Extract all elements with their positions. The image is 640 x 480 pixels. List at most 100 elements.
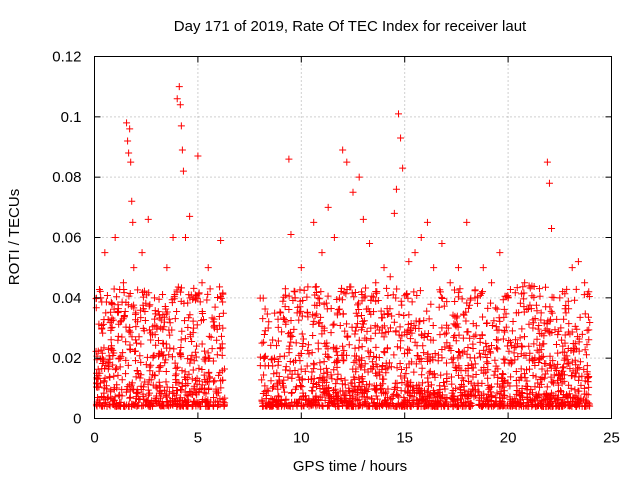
data-point [370, 382, 378, 390]
data-point [478, 331, 486, 339]
data-point [330, 320, 338, 328]
data-point-peak [394, 110, 402, 118]
data-point [213, 336, 221, 344]
data-point [413, 381, 421, 389]
data-point [464, 372, 472, 380]
data-point [276, 353, 284, 361]
data-point [454, 293, 462, 301]
data-point [424, 378, 432, 386]
data-point [470, 332, 478, 340]
data-point [390, 318, 398, 326]
data-point-peak [324, 203, 332, 211]
data-point [136, 306, 144, 314]
data-point-peak [179, 167, 187, 175]
data-point-peak [150, 294, 158, 302]
data-point [547, 307, 555, 315]
data-point [583, 362, 591, 370]
data-point [114, 332, 122, 340]
data-point [170, 345, 178, 353]
data-point [469, 344, 477, 352]
data-point-peak [343, 158, 351, 166]
data-point [530, 340, 538, 348]
data-point [585, 326, 593, 334]
data-point [316, 374, 324, 382]
data-point [205, 332, 213, 340]
data-point [105, 352, 113, 360]
data-point [400, 394, 408, 402]
data-point-peak [349, 188, 357, 196]
data-point [315, 295, 323, 303]
data-point [348, 323, 356, 331]
data-point [464, 344, 472, 352]
data-point [577, 394, 585, 402]
data-point [448, 380, 456, 388]
data-point [122, 356, 130, 364]
y-tick-label: 0.12 [52, 49, 81, 66]
data-point [565, 320, 573, 328]
data-point-peak [399, 164, 407, 172]
data-point [219, 289, 227, 297]
data-point [145, 302, 153, 310]
data-point [488, 322, 496, 330]
data-point [263, 310, 271, 318]
data-point [189, 366, 197, 374]
data-point [402, 291, 410, 299]
data-point [318, 322, 326, 330]
data-point [122, 370, 130, 378]
data-point [168, 299, 176, 307]
data-point [393, 343, 401, 351]
data-point [564, 297, 572, 305]
data-point [207, 333, 215, 341]
data-point [149, 381, 157, 389]
data-point [267, 377, 275, 385]
data-point [492, 336, 500, 344]
data-point [443, 298, 451, 306]
data-point-peak [125, 149, 133, 157]
data-point-peak [479, 264, 487, 272]
data-point [288, 374, 296, 382]
data-point [104, 316, 112, 324]
data-point [554, 349, 562, 357]
data-point [206, 285, 214, 293]
data-point [448, 355, 456, 363]
data-point [274, 323, 282, 331]
data-point [500, 355, 508, 363]
data-point-peak [128, 197, 136, 205]
data-point [178, 367, 186, 375]
data-point [534, 325, 542, 333]
data-point [350, 293, 358, 301]
data-point [423, 387, 431, 395]
data-point-peak [392, 185, 400, 193]
data-point [520, 351, 528, 359]
data-point [217, 332, 225, 340]
data-point [261, 362, 269, 370]
data-point-peak [397, 134, 405, 142]
data-point [366, 308, 374, 316]
data-point-peak [574, 258, 582, 266]
data-point [155, 295, 163, 303]
data-point [263, 386, 271, 394]
data-point [556, 375, 564, 383]
data-point [572, 369, 580, 377]
data-point [147, 336, 155, 344]
data-point [346, 283, 354, 291]
data-point [465, 392, 473, 400]
data-point [269, 383, 277, 391]
data-point [480, 346, 488, 354]
data-point [126, 346, 134, 354]
data-point [494, 336, 502, 344]
data-point [472, 331, 480, 339]
data-point [531, 354, 539, 362]
data-point [451, 297, 459, 305]
data-point [396, 360, 404, 368]
data-point [525, 342, 533, 350]
data-point [166, 331, 174, 339]
data-point [352, 309, 360, 317]
data-point [193, 321, 201, 329]
data-point [108, 323, 116, 331]
grid [94, 56, 612, 419]
data-point [518, 343, 526, 351]
data-point [434, 351, 442, 359]
data-point [581, 346, 589, 354]
data-point [463, 350, 471, 358]
